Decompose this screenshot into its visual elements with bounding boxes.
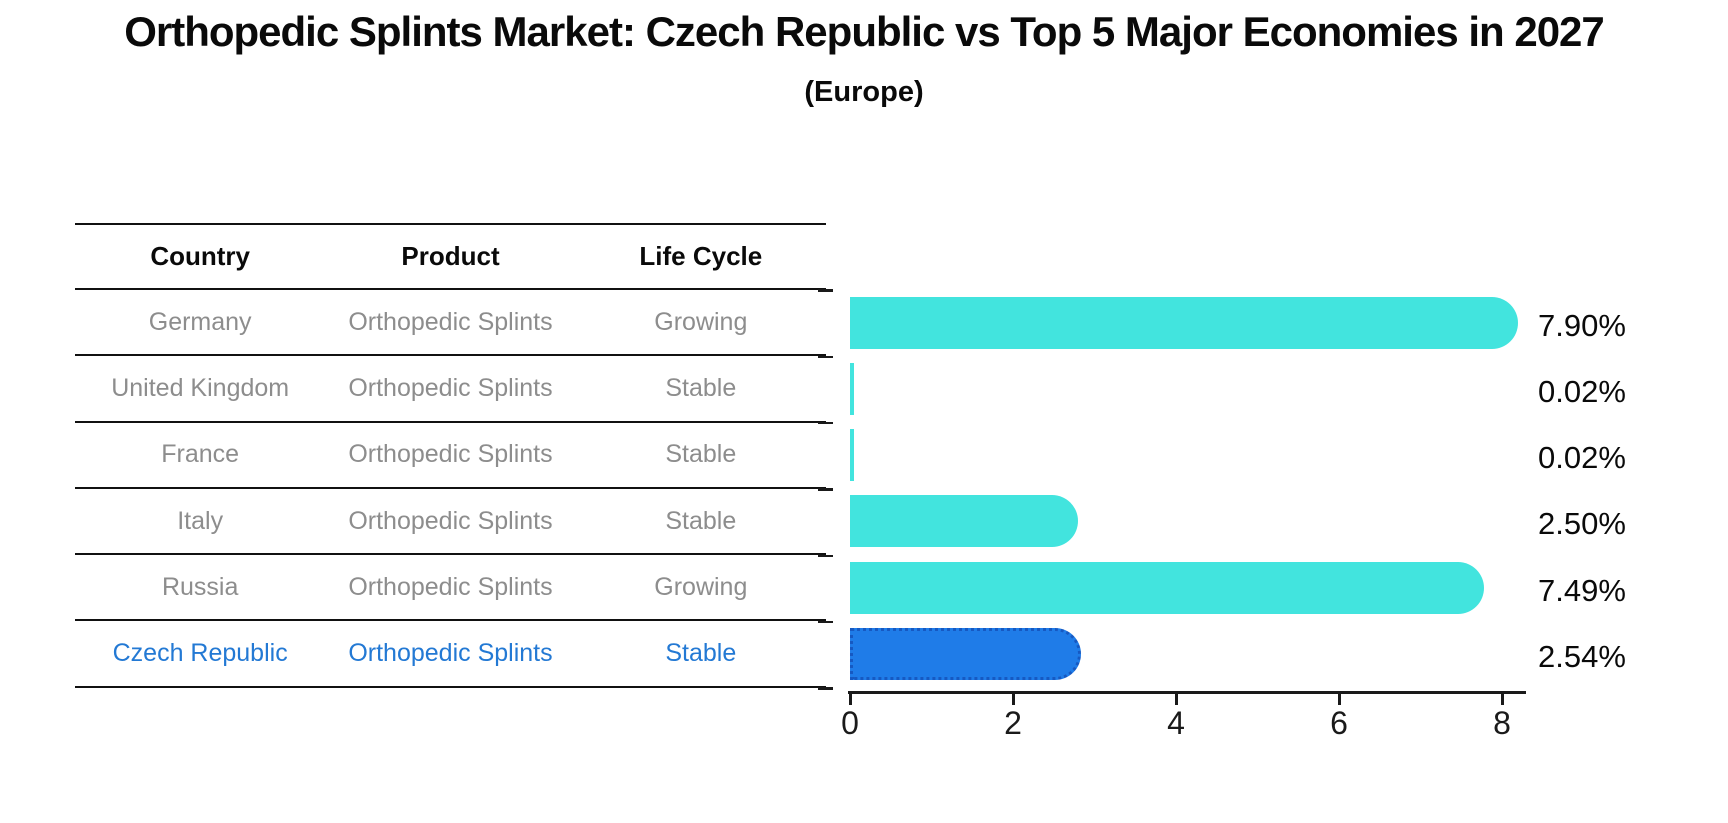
- x-tick-mark: [1337, 694, 1341, 705]
- value-label: 2.54%: [1538, 639, 1626, 674]
- table-cell-lifecycle: Stable: [665, 440, 737, 469]
- x-axis-line: [848, 691, 1526, 694]
- chart-title: Orthopedic Splints Market: Czech Republi…: [124, 8, 1605, 55]
- table-row: United Kingdom Orthopedic Splints Stable: [75, 356, 826, 423]
- table-cell-lifecycle: Stable: [665, 639, 737, 668]
- value-label: 2.50%: [1538, 506, 1626, 542]
- value-label: 7.49%: [1538, 572, 1626, 608]
- bar-united-kingdom: [850, 362, 854, 415]
- x-tick-label: 6: [1330, 705, 1348, 741]
- x-tick-mark: [848, 694, 852, 705]
- y-tick-mark: [818, 554, 833, 557]
- table-cell-country: United Kingdom: [111, 373, 290, 402]
- value-label: 7.90%: [1538, 307, 1626, 343]
- x-tick-label: 8: [1493, 705, 1511, 741]
- table-cell-country: Italy: [177, 506, 224, 535]
- table-cell-lifecycle: Stable: [665, 373, 737, 402]
- y-tick-mark: [818, 289, 833, 292]
- table-row: Czech Republic Orthopedic Splints Stable: [75, 621, 826, 688]
- chart-subtitle: (Europe): [804, 76, 924, 108]
- table-cell-lifecycle: Growing: [654, 307, 748, 336]
- table-cell-lifecycle: Growing: [654, 572, 748, 601]
- bar-russia: [850, 561, 1484, 614]
- table-header-country: Country: [150, 241, 250, 271]
- table-cell-country: Czech Republic: [112, 639, 288, 668]
- x-tick-label: 2: [1004, 705, 1022, 741]
- x-tick-label: 0: [841, 705, 859, 741]
- table-cell-country: Russia: [161, 572, 239, 601]
- y-tick-mark: [818, 421, 833, 425]
- x-tick-mark: [1500, 694, 1504, 705]
- x-tick-mark: [1174, 694, 1178, 705]
- table-cell-product: Orthopedic Splints: [348, 639, 553, 668]
- table-row: France Orthopedic Splints Stable: [75, 423, 826, 489]
- bar-france: [850, 429, 854, 482]
- table-body: Germany Orthopedic Splints Growing Unite…: [75, 290, 826, 688]
- y-tick-mark: [818, 355, 833, 359]
- table-cell-product: Orthopedic Splints: [348, 506, 553, 535]
- table-cell-country: Germany: [148, 307, 252, 336]
- bar-czech-republic: [850, 628, 1081, 680]
- table-row: Russia Orthopedic Splints Growing: [75, 555, 826, 622]
- y-tick-mark: [818, 488, 833, 491]
- table-header-lifecycle: Life Cycle: [639, 241, 763, 271]
- table-cell-product: Orthopedic Splints: [348, 440, 553, 469]
- bar-germany: [850, 296, 1518, 349]
- y-tick-mark: [818, 687, 833, 690]
- country-table: Country Product Life Cycle Germany Ortho…: [75, 223, 826, 688]
- table-cell-product: Orthopedic Splints: [348, 572, 553, 601]
- table-cell-product: Orthopedic Splints: [348, 307, 553, 336]
- value-label: 0.02%: [1538, 440, 1626, 476]
- table-cell-lifecycle: Stable: [665, 506, 737, 535]
- table-cell-product: Orthopedic Splints: [348, 373, 553, 402]
- x-tick-mark: [1011, 694, 1015, 705]
- bar-italy: [850, 495, 1078, 548]
- y-tick-mark: [818, 620, 833, 624]
- table-header-row: Country Product Life Cycle: [75, 225, 826, 290]
- table-row: Germany Orthopedic Splints Growing: [75, 290, 826, 357]
- x-tick-label: 4: [1167, 705, 1185, 741]
- table-row: Italy Orthopedic Splints Stable: [75, 489, 826, 556]
- table-cell-country: France: [161, 440, 240, 469]
- table-header-product: Product: [401, 241, 500, 271]
- value-label: 0.02%: [1538, 373, 1626, 409]
